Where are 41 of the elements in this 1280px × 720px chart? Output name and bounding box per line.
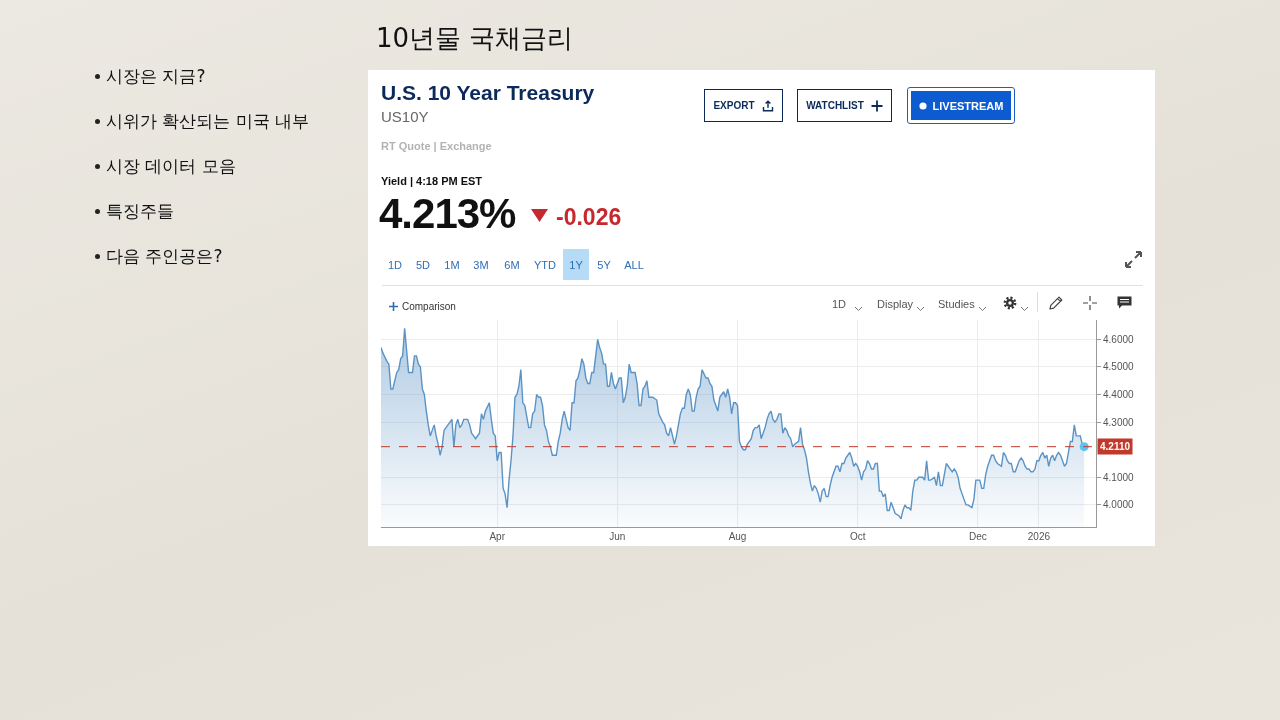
export-button: EXPORT: [704, 89, 783, 122]
x-tick-label: Dec: [968, 531, 987, 542]
x-tick-label: Apr: [489, 531, 506, 542]
text: 1M: [444, 258, 460, 272]
text: Yield | 4:18 PM EST: [381, 174, 483, 188]
livestream-button: LIVESTREAM: [907, 87, 1015, 124]
y-tick-label: 4.4000: [1103, 389, 1135, 401]
text: US10Y: [381, 108, 429, 126]
text: RT Quote | Exchange: [381, 139, 492, 153]
x-tick-label: 2026: [1027, 531, 1051, 542]
text: Studies: [938, 297, 975, 311]
text: 5Y: [597, 258, 611, 272]
text: 시장은 지금?: [106, 65, 206, 88]
y-tick-label: 4.1000: [1103, 471, 1135, 483]
y-tick-label: 4.6000: [1103, 333, 1135, 345]
text: 3M: [473, 258, 489, 272]
text: 1D: [832, 297, 847, 311]
text: Display: [877, 297, 914, 311]
text: Comparison: [402, 300, 456, 313]
text: 4.213%: [379, 190, 516, 237]
text: 1Y: [569, 258, 583, 272]
watchlist-button: WATCHLIST: [797, 89, 892, 122]
ref-line-label: 4.2110: [1100, 441, 1131, 452]
text: 시장 데이터 모음: [106, 155, 236, 178]
x-tick-label: Jun: [609, 531, 626, 542]
chart-subtitle: U.S. 10 Year Treasury: [381, 80, 595, 105]
text: 5D: [415, 258, 431, 272]
y-tick-label: 4.3000: [1103, 416, 1135, 428]
text: 시위가 확산되는 미국 내부: [106, 110, 310, 133]
text: 특징주들: [106, 200, 174, 223]
y-tick-label: 4.5000: [1103, 361, 1135, 373]
y-tick-label: 4.0000: [1103, 499, 1135, 511]
text: YTD: [534, 258, 556, 272]
chart-title: 10년물 국채금리: [376, 22, 574, 55]
text: ALL: [624, 258, 644, 272]
text: 다음 주인공은?: [106, 245, 223, 268]
text: 6M: [504, 258, 520, 272]
text: -0.026: [556, 203, 622, 231]
text: 1D: [387, 258, 403, 272]
x-tick-label: Oct: [849, 531, 866, 542]
x-tick-label: Aug: [728, 531, 747, 542]
